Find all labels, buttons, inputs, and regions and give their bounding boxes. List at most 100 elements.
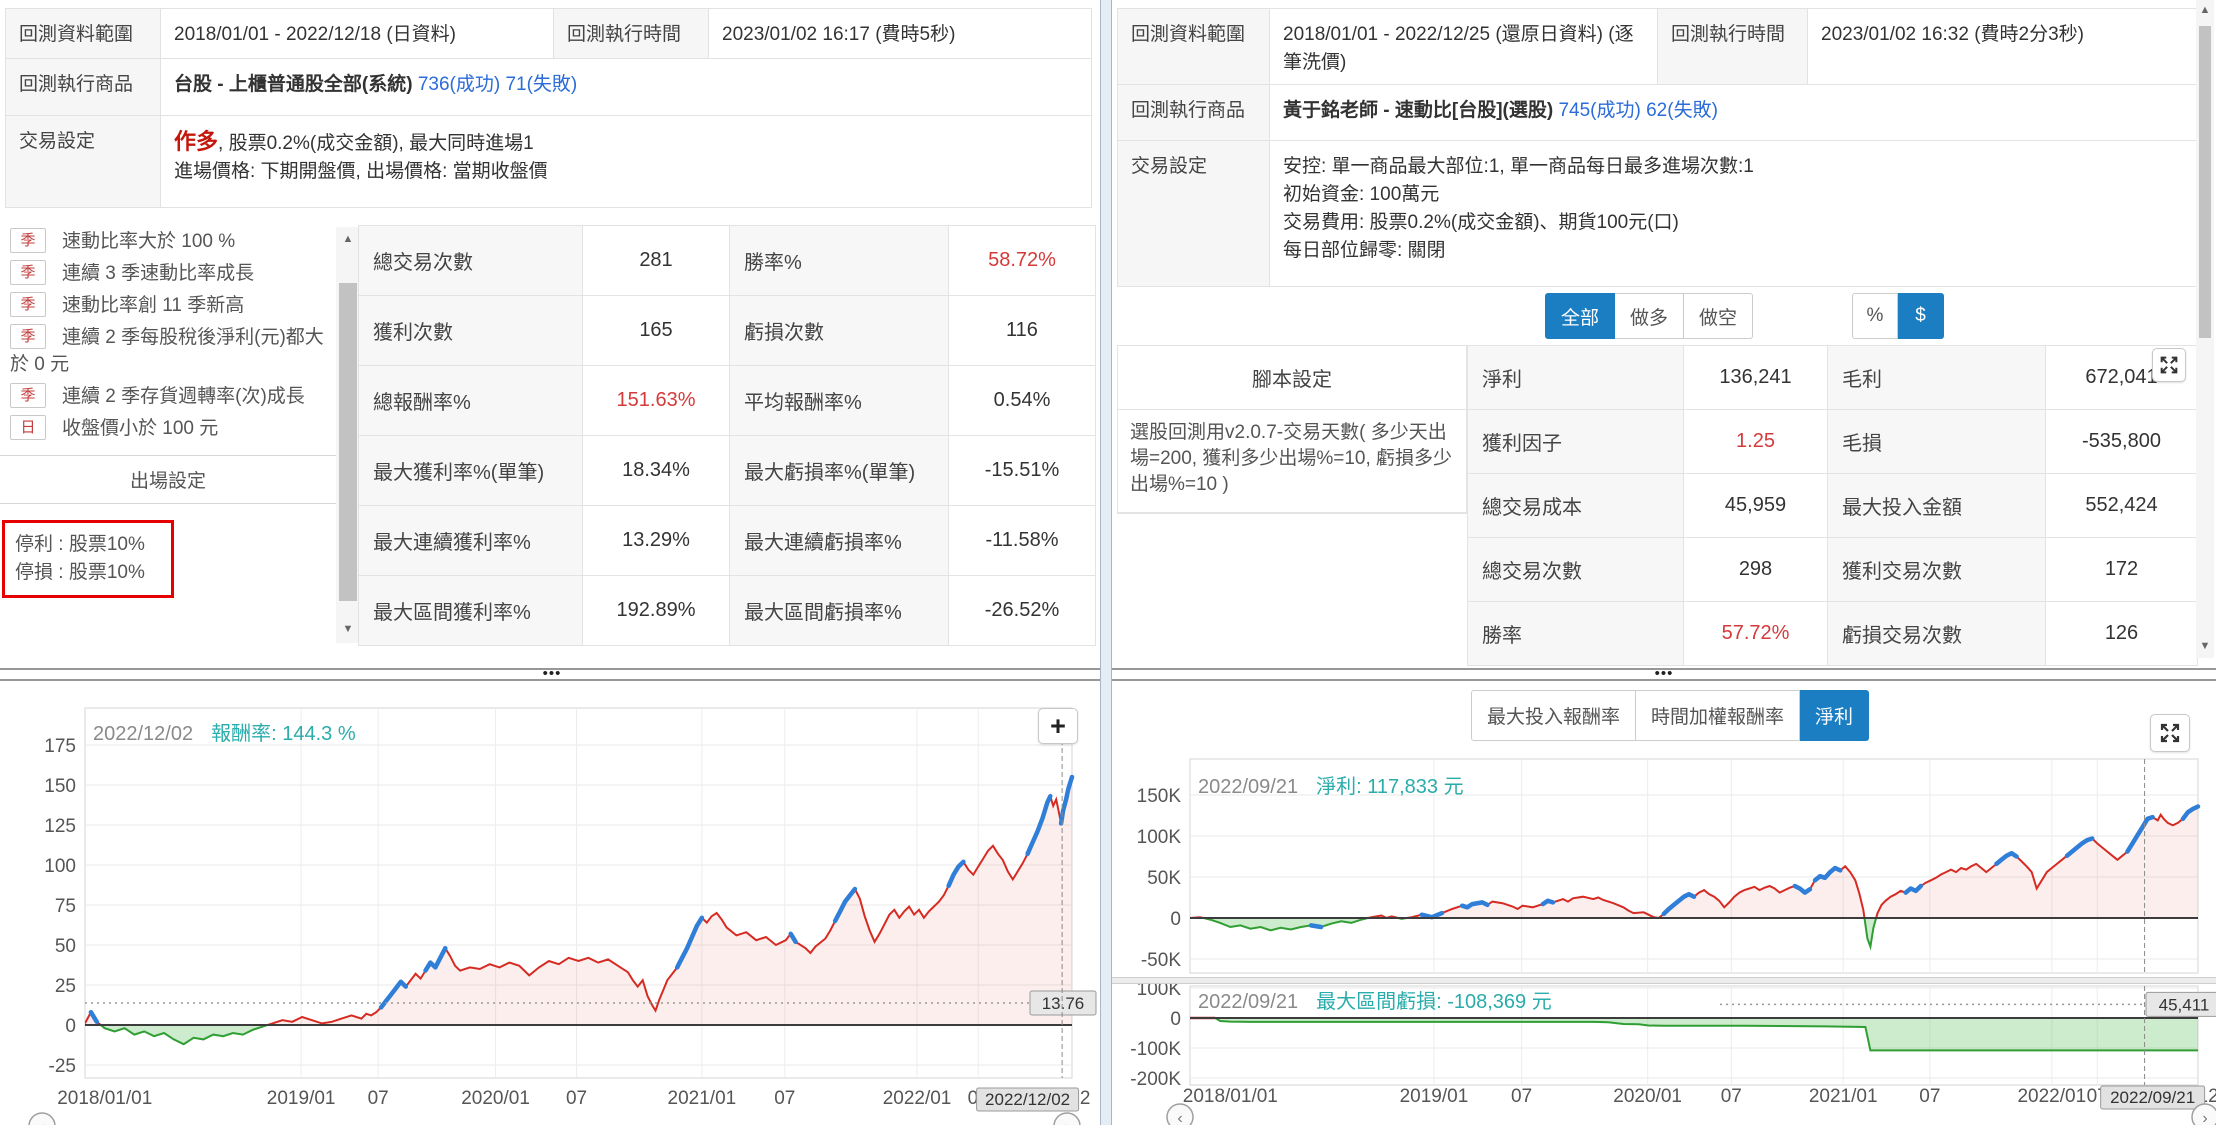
stat-label: 虧損交易次數 xyxy=(1828,602,2046,666)
condition-item[interactable]: 日收盤價小於 100 元 xyxy=(0,414,336,443)
stat-value: 192.89% xyxy=(583,576,730,646)
info-label: 交易設定 xyxy=(6,116,161,208)
stat-value: -535,800 xyxy=(2046,410,2198,474)
scroll-up-icon[interactable]: ▲ xyxy=(2199,4,2211,16)
condition-text: 速動比率創 11 季新高 xyxy=(62,295,245,316)
tab-max-invest-return[interactable]: 最大投入報酬率 xyxy=(1471,690,1637,741)
svg-text:100: 100 xyxy=(44,856,76,877)
info-label: 交易設定 xyxy=(1118,141,1270,287)
product-name: 黃于銘老師 - 速動比[台股](選股) xyxy=(1283,100,1559,121)
svg-text:07: 07 xyxy=(1919,1086,1940,1107)
trade-settings-value: 作多, 股票0.2%(成交金額), 最大同時進場1 進場價格: 下期開盤價, 出… xyxy=(161,116,1092,208)
data-range-value: 2018/01/01 - 2022/12/25 (還原日資料) (逐筆洗價) xyxy=(1270,9,1658,85)
exit-settings-header: 出場設定 xyxy=(0,455,336,504)
unit-percent-button[interactable]: % xyxy=(1852,293,1898,339)
stat-label: 獲利次數 xyxy=(359,296,583,366)
stat-label: 最大區間獲利率% xyxy=(359,576,583,646)
svg-text:175: 175 xyxy=(44,736,76,757)
success-fail-link[interactable]: 745(成功) 62(失敗) xyxy=(1558,100,1718,121)
info-label: 回測資料範圍 xyxy=(6,9,161,59)
stat-label: 勝率 xyxy=(1468,602,1684,666)
unit-dollar-button[interactable]: $ xyxy=(1898,293,1944,339)
net-profit-chart[interactable]: 150K 100K 50K 0 -50K 2022/09/21 淨利: 117,833 元 xyxy=(1112,753,2216,976)
splitter-grip-icon[interactable]: ••• xyxy=(1654,665,1674,682)
svg-text:07: 07 xyxy=(774,1088,795,1109)
filter-long-button[interactable]: 做多 xyxy=(1615,293,1685,339)
run-time-value: 2023/01/02 16:32 (費時2分3秒) xyxy=(1808,9,2198,85)
scroll-up-icon[interactable]: ▲ xyxy=(342,233,354,245)
horizontal-splitter[interactable]: ••• xyxy=(0,665,1104,682)
right-panel-scrollbar[interactable]: ▲ ▼ xyxy=(2196,0,2214,658)
info-label: 回測執行時間 xyxy=(1658,9,1808,85)
condition-item[interactable]: 季速動比率大於 100 % xyxy=(0,227,336,256)
condition-scrollbar[interactable]: ▲ ▼ xyxy=(336,227,360,643)
unit-toggle-group: % $ xyxy=(1852,293,1944,339)
entry-condition-list: 季速動比率大於 100 % 季連續 3 季速動比率成長季速動比率創 11 季新高季… xyxy=(0,227,336,598)
condition-item[interactable]: 季連續 2 季每股稅後淨利(元)都大於 0 元 xyxy=(0,323,336,379)
stat-label: 最大投入金額 xyxy=(1828,474,2046,538)
svg-text:2020/01: 2020/01 xyxy=(461,1088,530,1109)
panel-divider[interactable] xyxy=(1100,0,1112,1125)
svg-text:50K: 50K xyxy=(1147,868,1181,889)
plus-icon: + xyxy=(1050,710,1066,741)
svg-text:13.76: 13.76 xyxy=(1042,994,1085,1013)
svg-text:125: 125 xyxy=(44,816,76,837)
scrollbar-thumb[interactable] xyxy=(339,283,357,601)
stat-label: 獲利交易次數 xyxy=(1828,538,2046,602)
stat-label: 最大區間虧損率% xyxy=(730,576,949,646)
tab-time-weighted-return[interactable]: 時間加權報酬率 xyxy=(1636,690,1801,741)
script-settings-header: 腳本設定 xyxy=(1118,346,1466,410)
scroll-down-icon[interactable]: ▼ xyxy=(2199,640,2211,652)
scroll-down-icon[interactable]: ▼ xyxy=(342,623,354,635)
horizontal-splitter[interactable]: ••• xyxy=(1112,665,2216,682)
product-value: 黃于銘老師 - 速動比[台股](選股) 745(成功) 62(失敗) xyxy=(1270,85,2198,141)
stat-label: 最大獲利率%(單筆) xyxy=(359,436,583,506)
svg-text:2018/01/01: 2018/01/01 xyxy=(1183,1086,1278,1107)
splitter-grip-icon[interactable]: ••• xyxy=(542,665,562,682)
return-rate-chart[interactable]: 175 150 125 100 75 50 25 0 -25 2018/01/01 2019/01 0… xyxy=(0,700,1104,1125)
svg-text:2022/12/02: 2022/12/02 xyxy=(985,1090,1070,1109)
expand-chart-button[interactable] xyxy=(2150,714,2190,752)
stat-label: 最大連續獲利率% xyxy=(359,506,583,576)
chart-separator xyxy=(1112,977,2216,984)
script-description: 選股回測用v2.0.7-交易天數( 多少天出場=200, 獲利多少出場%=10,… xyxy=(1118,410,1466,513)
stat-label: 毛利 xyxy=(1828,346,2046,410)
stat-label: 毛損 xyxy=(1828,410,2046,474)
stat-label: 總交易次數 xyxy=(1468,538,1684,602)
condition-item[interactable]: 季連續 3 季速動比率成長 xyxy=(0,259,336,288)
run-time-value: 2023/01/02 16:17 (費時5秒) xyxy=(709,9,1092,59)
svg-text:150K: 150K xyxy=(1137,786,1182,807)
svg-text:›: › xyxy=(1064,1119,1069,1125)
condition-item[interactable]: 季速動比率創 11 季新高 xyxy=(0,291,336,320)
scrollbar-thumb[interactable] xyxy=(2199,26,2211,338)
stat-value: 18.34% xyxy=(583,436,730,506)
svg-text:07: 07 xyxy=(1511,1086,1532,1107)
svg-text:2022/01: 2022/01 xyxy=(2017,1086,2086,1107)
svg-text:2019/01: 2019/01 xyxy=(1400,1086,1469,1107)
stat-value: 126 xyxy=(2046,602,2198,666)
svg-text:07: 07 xyxy=(566,1088,587,1109)
filter-all-button[interactable]: 全部 xyxy=(1545,293,1616,339)
chart-tab-group: 最大投入報酬率 時間加權報酬率 淨利 xyxy=(1471,690,1870,741)
svg-text:75: 75 xyxy=(55,896,76,917)
zoom-in-button[interactable]: + xyxy=(1038,708,1078,744)
info-label: 回測資料範圍 xyxy=(1118,9,1270,85)
stat-label: 獲利因子 xyxy=(1468,410,1684,474)
filter-short-button[interactable]: 做空 xyxy=(1684,293,1754,339)
period-badge: 日 xyxy=(10,415,46,440)
tab-net-profit[interactable]: 淨利 xyxy=(1800,690,1870,741)
stat-label: 最大虧損率%(單筆) xyxy=(730,436,949,506)
svg-text:2019/01: 2019/01 xyxy=(267,1088,336,1109)
stat-label: 最大連續虧損率% xyxy=(730,506,949,576)
svg-text:0: 0 xyxy=(65,1016,76,1037)
stat-label: 總報酬率% xyxy=(359,366,583,436)
condition-item[interactable]: 季連續 2 季存貨週轉率(次)成長 xyxy=(0,382,336,411)
svg-text:-50K: -50K xyxy=(1141,950,1181,971)
stat-value: 57.72% xyxy=(1684,602,1828,666)
success-fail-link[interactable]: 736(成功) 71(失敗) xyxy=(417,74,578,95)
left-info-table: 回測資料範圍 2018/01/01 - 2022/12/18 (日資料) 回測執… xyxy=(5,8,1092,208)
stat-value: 58.72% xyxy=(949,226,1096,296)
expand-stats-button[interactable] xyxy=(2152,348,2186,382)
